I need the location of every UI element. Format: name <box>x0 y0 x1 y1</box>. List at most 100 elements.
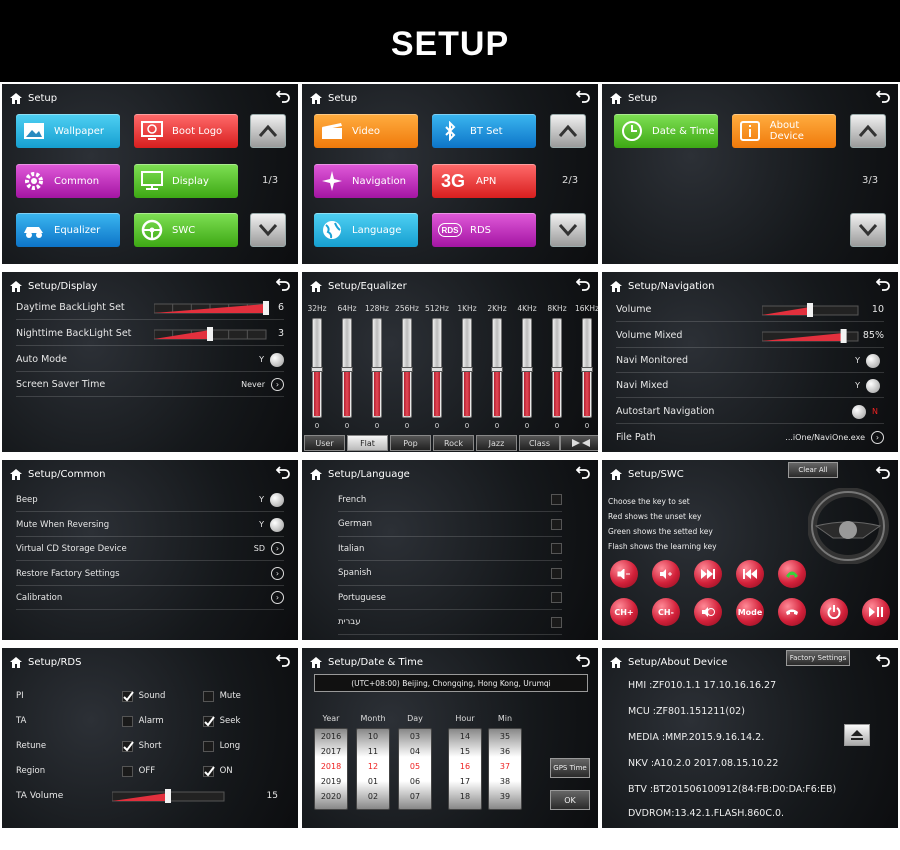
bt-set-button[interactable]: BT Set <box>432 114 536 148</box>
rds-button[interactable]: RDS RDS <box>432 213 536 247</box>
eq-band-slider[interactable] <box>581 318 593 418</box>
calibration-row[interactable]: Calibration › <box>16 586 284 610</box>
clear-all-button[interactable]: Clear All <box>788 462 838 478</box>
back-icon[interactable] <box>876 277 890 291</box>
home-icon[interactable] <box>10 281 22 292</box>
chevron-right-icon[interactable]: › <box>271 591 284 604</box>
volume-up-button[interactable] <box>652 560 680 588</box>
home-icon[interactable] <box>10 469 22 480</box>
eq-preset-pop[interactable]: Pop <box>390 435 431 451</box>
eq-preset-class[interactable]: Class <box>519 435 560 451</box>
home-icon[interactable] <box>610 657 622 668</box>
eq-band-slider[interactable] <box>371 318 383 418</box>
video-button[interactable]: Video <box>314 114 418 148</box>
language-button[interactable]: Language <box>314 213 418 247</box>
eject-button[interactable] <box>844 724 870 746</box>
page-up-button[interactable] <box>850 114 886 148</box>
volume-down-button[interactable] <box>610 560 638 588</box>
rds-checkbox[interactable] <box>122 765 133 777</box>
eq-band-slider[interactable] <box>431 318 443 418</box>
mute-button[interactable] <box>694 598 722 626</box>
autostart-navigation-toggle[interactable] <box>852 404 867 419</box>
date-picker-wheel[interactable]: 03 04 05 06 07 <box>398 728 432 810</box>
language-checkbox[interactable] <box>551 567 562 579</box>
back-icon[interactable] <box>276 277 290 291</box>
eq-preset-jazz[interactable]: Jazz <box>476 435 517 451</box>
mute-reversing-toggle[interactable] <box>270 517 284 532</box>
page-up-button[interactable] <box>250 114 286 148</box>
home-icon[interactable] <box>610 281 622 292</box>
chevron-right-icon[interactable]: › <box>871 430 884 444</box>
chevron-right-icon[interactable]: › <box>271 567 284 580</box>
boot-logo-button[interactable]: Boot Logo <box>134 114 238 148</box>
date-time-button[interactable]: Date & Time <box>614 114 718 148</box>
rds-checkbox[interactable] <box>203 690 214 702</box>
page-down-button[interactable] <box>850 213 886 247</box>
back-icon[interactable] <box>576 277 590 291</box>
eq-band-slider[interactable] <box>341 318 353 418</box>
home-icon[interactable] <box>310 657 322 668</box>
language-item[interactable]: German <box>338 513 562 537</box>
eq-reset-button[interactable] <box>560 435 598 451</box>
back-icon[interactable] <box>876 653 890 667</box>
rds-checkbox[interactable] <box>122 690 134 702</box>
home-icon[interactable] <box>310 93 322 104</box>
date-picker-wheel[interactable]: 2016 2017 2018 2019 2020 <box>314 728 348 810</box>
back-icon[interactable] <box>876 89 890 103</box>
display-button[interactable]: Display <box>134 164 238 198</box>
eq-band-slider[interactable] <box>551 318 563 418</box>
equalizer-button[interactable]: Equalizer <box>16 213 120 247</box>
common-button[interactable]: Common <box>16 164 120 198</box>
ta-volume-slider[interactable] <box>112 789 228 803</box>
volume-mixed-slider[interactable] <box>762 328 862 343</box>
previous-track-button[interactable] <box>736 560 764 588</box>
home-icon[interactable] <box>610 93 622 104</box>
back-icon[interactable] <box>576 89 590 103</box>
date-picker-wheel[interactable]: 35 36 37 38 39 <box>488 728 522 810</box>
home-icon[interactable] <box>10 93 22 104</box>
language-item[interactable]: Spanish <box>338 562 562 586</box>
chevron-right-icon[interactable]: › <box>271 542 284 555</box>
eq-band-slider[interactable] <box>461 318 473 418</box>
nighttime-backlight-slider[interactable] <box>154 326 270 341</box>
eq-band-slider[interactable] <box>521 318 533 418</box>
gps-time-button[interactable]: GPS Time <box>550 758 590 778</box>
page-down-button[interactable] <box>250 213 286 247</box>
back-icon[interactable] <box>276 465 290 479</box>
answer-call-button[interactable] <box>778 560 806 588</box>
home-icon[interactable] <box>310 469 322 480</box>
home-icon[interactable] <box>10 657 22 668</box>
channel-down-button[interactable]: CH- <box>652 598 680 626</box>
ok-button[interactable]: OK <box>550 790 590 810</box>
date-picker-wheel[interactable]: 10 11 12 01 02 <box>356 728 390 810</box>
language-item[interactable]: Italian <box>338 537 562 561</box>
eq-preset-rock[interactable]: Rock <box>433 435 474 451</box>
date-picker-wheel[interactable]: 14 15 16 17 18 <box>448 728 482 810</box>
rds-checkbox[interactable] <box>122 715 133 727</box>
language-checkbox[interactable] <box>551 616 562 628</box>
eq-band-slider[interactable] <box>401 318 413 418</box>
navigation-button[interactable]: Navigation <box>314 164 418 198</box>
back-icon[interactable] <box>276 89 290 103</box>
page-up-button[interactable] <box>550 114 586 148</box>
restore-factory-row[interactable]: Restore Factory Settings › <box>16 562 284 586</box>
back-icon[interactable] <box>576 465 590 479</box>
swc-button[interactable]: SWC <box>134 213 238 247</box>
rds-checkbox[interactable] <box>203 765 215 777</box>
chevron-right-icon[interactable]: › <box>271 378 284 391</box>
factory-settings-button[interactable]: Factory Settings <box>786 650 850 666</box>
home-icon[interactable] <box>610 469 622 480</box>
navi-monitored-toggle[interactable] <box>866 353 880 368</box>
timezone-selector[interactable]: (UTC+08:00) Beijing, Chongqing, Hong Kon… <box>314 674 588 692</box>
power-button[interactable] <box>820 598 848 626</box>
language-item[interactable]: French <box>338 488 562 512</box>
auto-mode-toggle[interactable] <box>270 352 284 367</box>
mode-button[interactable]: Mode <box>736 598 764 626</box>
navi-mixed-toggle[interactable] <box>866 378 880 393</box>
daytime-backlight-slider[interactable] <box>154 300 270 315</box>
back-icon[interactable] <box>576 653 590 667</box>
language-checkbox[interactable] <box>551 543 562 554</box>
about-device-button[interactable]: About Device <box>732 114 836 148</box>
back-icon[interactable] <box>876 465 890 479</box>
beep-toggle[interactable] <box>270 492 284 507</box>
